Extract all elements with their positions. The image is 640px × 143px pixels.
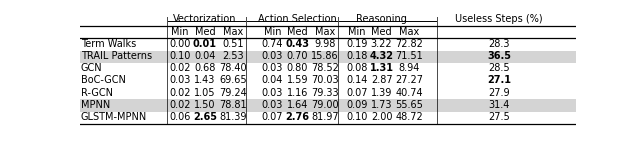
Text: GLSTM-MPNN: GLSTM-MPNN <box>81 112 147 122</box>
Text: 2.76: 2.76 <box>285 112 309 122</box>
Text: 2.65: 2.65 <box>193 112 217 122</box>
Text: GCN: GCN <box>81 63 102 73</box>
Text: 0.43: 0.43 <box>285 39 309 49</box>
Text: 0.70: 0.70 <box>287 51 308 61</box>
Text: Vectorization: Vectorization <box>173 14 237 24</box>
Text: 27.9: 27.9 <box>488 88 510 98</box>
Text: 1.16: 1.16 <box>287 88 308 98</box>
Text: 78.52: 78.52 <box>311 63 339 73</box>
Text: 0.18: 0.18 <box>346 51 367 61</box>
Text: 0.02: 0.02 <box>170 63 191 73</box>
Text: 2.53: 2.53 <box>222 51 244 61</box>
Text: Useless Steps (%): Useless Steps (%) <box>455 14 543 24</box>
Text: 71.51: 71.51 <box>396 51 423 61</box>
Text: 0.09: 0.09 <box>346 100 367 110</box>
Bar <box>80 50 576 63</box>
Text: Action Selection: Action Selection <box>258 14 337 24</box>
Text: Min: Min <box>172 27 189 37</box>
Text: 79.33: 79.33 <box>311 88 339 98</box>
Text: Term Walks: Term Walks <box>81 39 136 49</box>
Text: 0.14: 0.14 <box>346 76 367 86</box>
Text: 48.72: 48.72 <box>396 112 423 122</box>
Text: 0.10: 0.10 <box>170 51 191 61</box>
Text: 1.50: 1.50 <box>195 100 216 110</box>
Text: 28.3: 28.3 <box>488 39 510 49</box>
Text: 0.19: 0.19 <box>346 39 367 49</box>
Text: 0.03: 0.03 <box>262 100 283 110</box>
Text: 1.31: 1.31 <box>369 63 394 73</box>
Text: TRAIL Patterns: TRAIL Patterns <box>81 51 152 61</box>
Text: 55.65: 55.65 <box>396 100 423 110</box>
Text: 0.10: 0.10 <box>346 112 367 122</box>
Text: 0.03: 0.03 <box>262 63 283 73</box>
Bar <box>80 99 576 112</box>
Text: Min: Min <box>264 27 281 37</box>
Text: Med: Med <box>287 27 308 37</box>
Text: Min: Min <box>348 27 365 37</box>
Text: 0.00: 0.00 <box>170 39 191 49</box>
Text: 79.24: 79.24 <box>219 88 246 98</box>
Text: 4.32: 4.32 <box>369 51 394 61</box>
Text: Med: Med <box>371 27 392 37</box>
Text: 0.80: 0.80 <box>287 63 308 73</box>
Text: 27.5: 27.5 <box>488 112 510 122</box>
Text: 78.81: 78.81 <box>219 100 246 110</box>
Text: 1.05: 1.05 <box>195 88 216 98</box>
Text: 81.39: 81.39 <box>219 112 246 122</box>
Text: 2.00: 2.00 <box>371 112 392 122</box>
Text: Med: Med <box>195 27 215 37</box>
Text: 70.03: 70.03 <box>311 76 339 86</box>
Text: 1.39: 1.39 <box>371 88 392 98</box>
Text: 0.03: 0.03 <box>170 76 191 86</box>
Text: 36.5: 36.5 <box>487 51 511 61</box>
Text: 0.07: 0.07 <box>346 88 367 98</box>
Text: 8.94: 8.94 <box>399 63 420 73</box>
Text: 3.22: 3.22 <box>371 39 392 49</box>
Text: Reasoning: Reasoning <box>356 14 407 24</box>
Text: 1.43: 1.43 <box>195 76 216 86</box>
Text: 81.97: 81.97 <box>311 112 339 122</box>
Text: 0.06: 0.06 <box>170 112 191 122</box>
Text: 72.82: 72.82 <box>396 39 423 49</box>
Text: 0.51: 0.51 <box>222 39 243 49</box>
Text: 0.01: 0.01 <box>193 39 217 49</box>
Text: 78.40: 78.40 <box>219 63 246 73</box>
Text: 0.03: 0.03 <box>262 51 283 61</box>
Text: R-GCN: R-GCN <box>81 88 113 98</box>
Text: 1.59: 1.59 <box>287 76 308 86</box>
Text: 0.68: 0.68 <box>195 63 216 73</box>
Text: 1.64: 1.64 <box>287 100 308 110</box>
Text: 9.98: 9.98 <box>314 39 336 49</box>
Text: 0.08: 0.08 <box>346 63 367 73</box>
Text: 0.02: 0.02 <box>170 100 191 110</box>
Text: Max: Max <box>315 27 335 37</box>
Text: 27.1: 27.1 <box>487 76 511 86</box>
Text: 28.5: 28.5 <box>488 63 510 73</box>
Text: 79.00: 79.00 <box>311 100 339 110</box>
Text: 27.27: 27.27 <box>396 76 423 86</box>
Text: 0.07: 0.07 <box>262 112 283 122</box>
Text: Max: Max <box>399 27 419 37</box>
Text: Max: Max <box>223 27 243 37</box>
Text: 40.74: 40.74 <box>396 88 423 98</box>
Text: 69.65: 69.65 <box>219 76 246 86</box>
Text: 15.86: 15.86 <box>311 51 339 61</box>
Text: 0.74: 0.74 <box>262 39 283 49</box>
Text: 31.4: 31.4 <box>488 100 510 110</box>
Text: BoC-GCN: BoC-GCN <box>81 76 126 86</box>
Text: 0.03: 0.03 <box>262 88 283 98</box>
Text: MPNN: MPNN <box>81 100 110 110</box>
Text: 2.87: 2.87 <box>371 76 392 86</box>
Text: 1.73: 1.73 <box>371 100 392 110</box>
Text: 0.02: 0.02 <box>170 88 191 98</box>
Text: 0.04: 0.04 <box>195 51 216 61</box>
Text: 0.04: 0.04 <box>262 76 283 86</box>
